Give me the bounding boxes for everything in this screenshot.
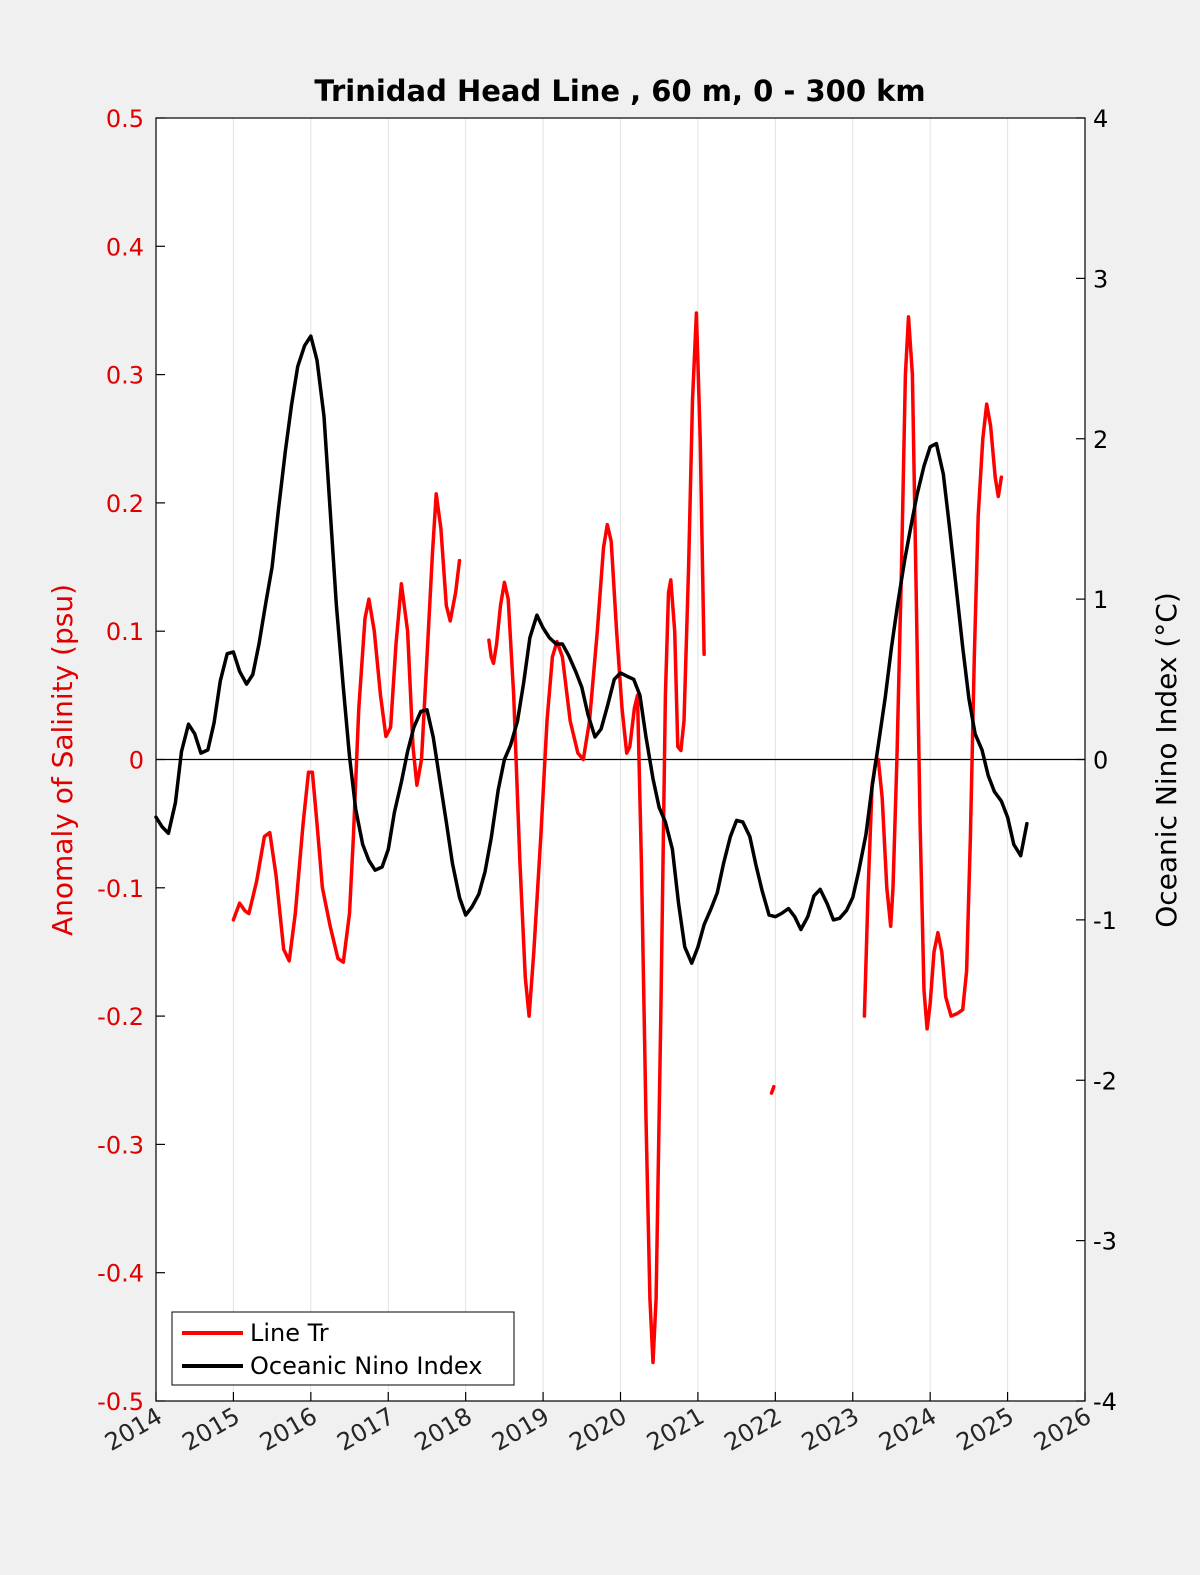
series-oceanic-nino-index-segment-1 (154, 334, 1029, 965)
series-line-tr-segment-1 (231, 492, 462, 964)
left-tick-label: -0.3 (97, 1131, 144, 1159)
legend-label-line-tr: Line Tr (250, 1319, 329, 1347)
left-tick-label: 0.3 (106, 362, 144, 390)
series-line-tr-segment-3 (769, 1084, 776, 1095)
right-tick-label: -3 (1093, 1228, 1117, 1256)
right-tick-label: 2 (1093, 426, 1108, 454)
right-tick-label: 3 (1093, 265, 1108, 293)
right-tick-label: 0 (1093, 747, 1108, 775)
left-y-axis: 0.5 0.4 0.3 0.2 0.1 0 -0.1 -0.2 -0.3 -0.4 -0.5 (97, 105, 165, 1416)
series-layer (154, 311, 1029, 1365)
left-tick-label: -0.5 (97, 1388, 144, 1416)
chart-title: Trinidad Head Line , 60 m, 0 - 300 km (314, 74, 925, 108)
left-tick-label: 0 (129, 747, 144, 775)
left-tick-label: -0.4 (97, 1260, 144, 1288)
left-tick-label: 0.2 (106, 490, 144, 518)
legend-label-oni: Oceanic Nino Index (250, 1352, 482, 1380)
legend: Line Tr Oceanic Nino Index (171, 1311, 515, 1386)
left-tick-label: 0.5 (106, 105, 144, 133)
series-line-tr-segment-2 (487, 311, 706, 1365)
left-tick-label: -0.2 (97, 1003, 144, 1031)
left-tick-label: -0.1 (97, 875, 144, 903)
right-axis-title: Oceanic Nino Index (°C) (1150, 592, 1183, 928)
left-tick-label: 0.4 (106, 233, 144, 261)
series-line-tr-segment-4 (862, 315, 1004, 1031)
right-tick-label: 1 (1093, 586, 1108, 614)
legend-box (171, 1311, 515, 1386)
left-tick-label: 0.1 (106, 618, 144, 646)
right-tick-label: -4 (1093, 1388, 1117, 1416)
left-axis-title: Anomaly of Salinity (psu) (46, 584, 79, 936)
right-y-axis: 4 3 2 1 0 -1 -2 -3 -4 (1076, 105, 1117, 1416)
right-tick-label: -1 (1093, 907, 1117, 935)
right-tick-label: -2 (1093, 1067, 1117, 1095)
right-tick-label: 4 (1093, 105, 1108, 133)
